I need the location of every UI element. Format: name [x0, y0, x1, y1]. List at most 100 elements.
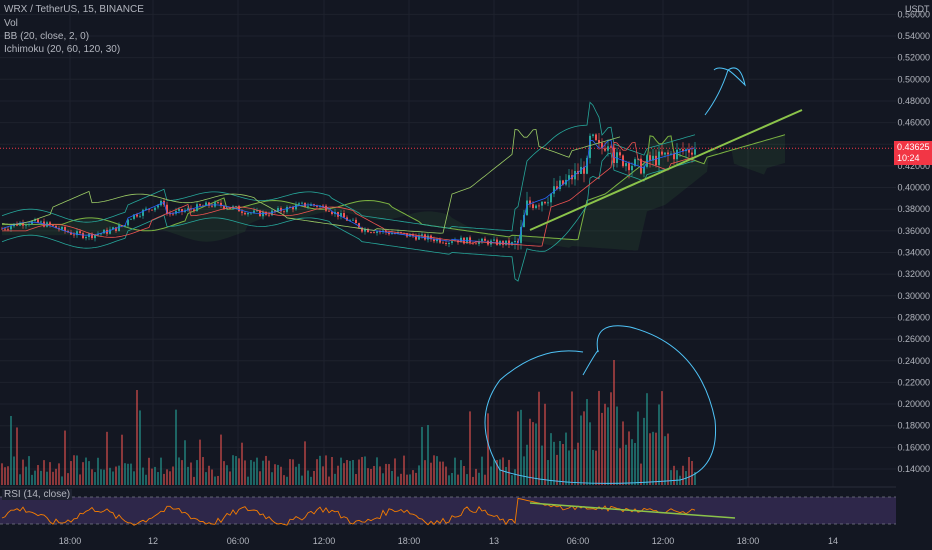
candle-body: [448, 242, 450, 245]
candle-body: [127, 219, 129, 226]
candle-body: [688, 149, 690, 153]
candle-body: [253, 210, 255, 213]
price-tick-label: 0.14000: [897, 464, 930, 474]
candle-body: [439, 238, 441, 243]
volume-bar: [235, 456, 237, 485]
volume-bar: [64, 430, 66, 485]
volume-bar: [439, 461, 441, 485]
candle-body: [352, 219, 354, 221]
candle-body: [331, 211, 333, 215]
candle-body: [376, 231, 378, 233]
candle-body: [76, 231, 78, 236]
volume-bar: [163, 473, 165, 485]
candle-body: [595, 134, 597, 141]
volume-bar: [676, 470, 678, 485]
candle-body: [139, 215, 141, 217]
symbol-title[interactable]: WRX / TetherUS, 15, BINANCE: [4, 4, 144, 15]
volume-bar: [55, 468, 57, 485]
volume-bar: [220, 434, 222, 485]
volume-bar: [469, 411, 471, 485]
candle-body: [115, 227, 117, 232]
volume-bar: [655, 432, 657, 485]
volume-bar: [19, 474, 21, 485]
volume-bar: [637, 411, 639, 485]
grid: [0, 0, 896, 530]
bb-lower: [1, 152, 696, 282]
candle-body: [262, 212, 264, 217]
volume-bar: [481, 456, 483, 485]
volume-bar: [142, 467, 144, 485]
rsi-legend[interactable]: RSI (14, close): [2, 489, 73, 500]
volume-bar: [571, 391, 573, 485]
candle-body: [25, 224, 27, 226]
candle-body: [586, 157, 588, 174]
volume-bar: [523, 456, 525, 485]
volume-bar: [136, 390, 138, 485]
bb-legend[interactable]: BB (20, close, 2, 0): [4, 31, 90, 42]
kijun-line: [2, 141, 696, 247]
volume-bar: [37, 465, 39, 485]
volume-bar: [319, 455, 321, 485]
volume-bar: [1, 463, 3, 485]
candle-body: [415, 236, 417, 240]
candle-body: [550, 193, 552, 203]
volume-bar: [4, 467, 6, 485]
candle-body: [634, 159, 636, 166]
candle-body: [241, 211, 243, 213]
candle-body: [373, 232, 375, 234]
volume-bar: [376, 457, 378, 485]
volume-bar: [625, 444, 627, 485]
volume-bar: [49, 462, 51, 485]
candle-body: [61, 226, 63, 230]
candle-body: [424, 234, 426, 240]
candle-body: [181, 209, 183, 212]
volume-bar: [259, 471, 261, 485]
rsi-divergence-line: [529, 502, 736, 519]
candle-body: [355, 219, 357, 224]
volume-bar: [622, 421, 624, 485]
rsi-band: [0, 497, 896, 524]
volume-bar: [28, 456, 30, 485]
price-axis-bg: [896, 0, 932, 530]
volume-bar: [232, 455, 234, 485]
candle-body: [121, 225, 123, 227]
volume-bar: [313, 470, 315, 485]
volume-bar: [154, 466, 156, 485]
volume-bar: [424, 460, 426, 485]
volume-bar: [88, 461, 90, 485]
volume-bar: [484, 474, 486, 485]
candle-body: [103, 229, 105, 234]
volume-bar: [223, 461, 225, 485]
volume-bar: [568, 450, 570, 485]
volume-bar: [448, 475, 450, 485]
volume-bar: [283, 475, 285, 485]
candle-body: [445, 243, 447, 245]
vol-legend[interactable]: Vol: [4, 18, 18, 29]
candle-body: [169, 213, 171, 215]
volume-bar: [331, 456, 333, 485]
volume-bar: [430, 462, 432, 485]
volume-bar: [184, 440, 186, 485]
volume-bar: [193, 476, 195, 485]
time-tick-label: 06:00: [227, 536, 250, 546]
candle-body: [664, 152, 666, 155]
volume-bar: [25, 466, 27, 485]
volume-bar: [10, 415, 12, 485]
candle-body: [691, 152, 693, 155]
volume-bar: [289, 459, 291, 485]
volume-bar: [409, 474, 411, 485]
ichimoku-legend[interactable]: Ichimoku (20, 60, 120, 30): [4, 44, 121, 55]
volume-bar: [295, 466, 297, 485]
candle-body: [412, 234, 414, 237]
volume-bar: [94, 472, 96, 485]
candle-body: [640, 158, 642, 174]
candle-body: [109, 229, 111, 234]
candle-body: [547, 202, 549, 204]
volume-bar: [682, 465, 684, 485]
candle-body: [322, 205, 324, 207]
candle-body: [94, 234, 96, 239]
volume-bar: [535, 423, 537, 485]
volume-bar: [118, 465, 120, 485]
candles: [1, 133, 696, 250]
